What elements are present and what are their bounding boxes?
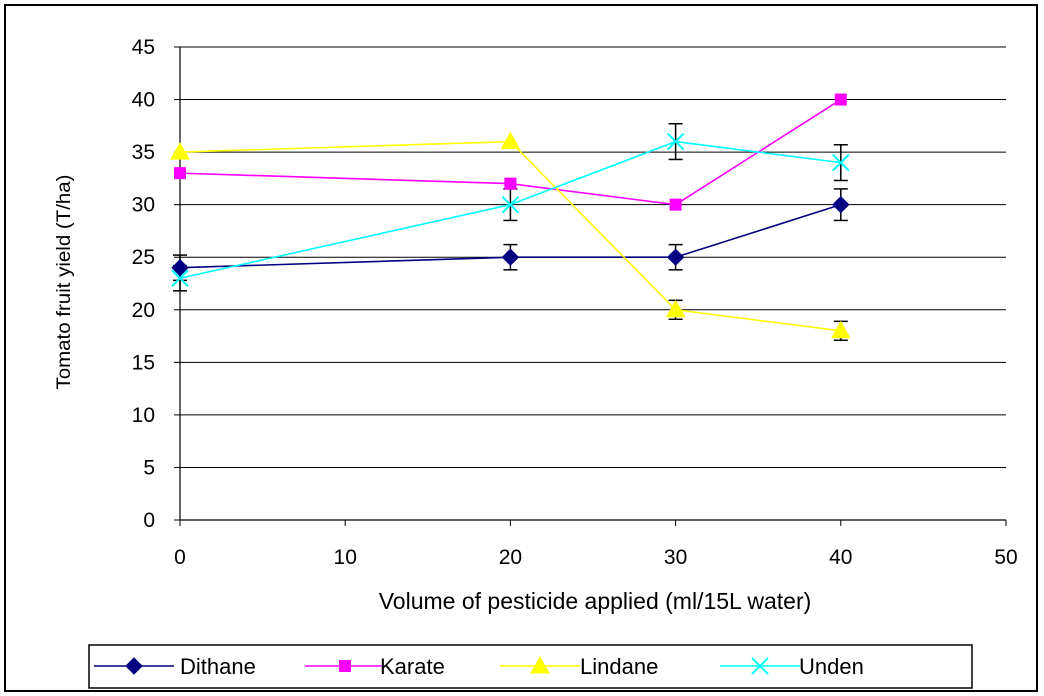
legend-label-lindane: Lindane bbox=[580, 654, 658, 679]
x-marker-stroke bbox=[832, 153, 850, 172]
data-point-karate bbox=[174, 167, 186, 180]
legend-label-dithane: Dithane bbox=[180, 654, 256, 679]
data-point-unden bbox=[171, 269, 189, 287]
gridlines bbox=[180, 46, 1006, 468]
x-tick-label: 0 bbox=[174, 546, 186, 569]
data-point-dithane bbox=[501, 248, 520, 266]
series-line-lindane bbox=[179, 140, 841, 332]
y-tick-label: 45 bbox=[132, 36, 155, 59]
y-tick-label: 5 bbox=[143, 456, 155, 479]
x-marker-stroke bbox=[171, 269, 189, 287]
data-point-karate bbox=[504, 177, 517, 190]
y-tick-label: 35 bbox=[132, 141, 155, 164]
series-lines bbox=[179, 98, 842, 332]
data-point-lindane bbox=[500, 131, 521, 150]
y-tick-label: 15 bbox=[132, 351, 155, 374]
y-tick-label: 0 bbox=[143, 509, 155, 532]
data-point-karate bbox=[669, 198, 682, 211]
legend-marker-lindane bbox=[530, 655, 550, 674]
axes bbox=[174, 46, 1007, 526]
data-point-lindane bbox=[665, 299, 686, 318]
y-tick-labels: 0 5 10 15 20 25 30 35 40 45 bbox=[132, 36, 155, 532]
y-tick-label: 10 bbox=[132, 404, 155, 427]
data-point-lindane bbox=[170, 142, 190, 160]
data-point-dithane bbox=[171, 259, 189, 277]
x-marker-stroke bbox=[501, 195, 520, 214]
data-point-karate bbox=[834, 93, 847, 106]
data-point-dithane bbox=[666, 248, 685, 266]
data-point-unden bbox=[501, 195, 520, 214]
x-tick-label: 10 bbox=[334, 546, 357, 569]
legend-label-karate: Karate bbox=[380, 654, 445, 679]
series-line-dithane bbox=[179, 203, 842, 269]
legend-marker-karate bbox=[339, 660, 351, 672]
x-axis-title: Volume of pesticide applied (ml/15L wate… bbox=[379, 588, 812, 614]
data-point-lindane bbox=[830, 320, 851, 339]
legend: Dithane Karate Lindane Unden bbox=[88, 644, 973, 689]
data-point-unden bbox=[832, 153, 850, 172]
series-markers bbox=[170, 93, 851, 339]
y-tick-label: 40 bbox=[132, 89, 155, 112]
x-tick-label: 20 bbox=[499, 546, 522, 569]
x-tick-labels: 0 10 20 30 40 50 bbox=[174, 546, 1018, 569]
y-tick-label: 25 bbox=[132, 246, 155, 269]
x-marker-stroke bbox=[751, 657, 769, 675]
x-tick-label: 50 bbox=[994, 546, 1017, 569]
chart-frame bbox=[4, 4, 1038, 692]
error-bars bbox=[173, 122, 848, 342]
data-point-unden bbox=[666, 132, 685, 151]
x-tick-label: 30 bbox=[664, 546, 687, 569]
y-axis-title: Tomato fruit yield (T/ha) bbox=[54, 175, 75, 390]
legend-marker-dithane bbox=[125, 657, 143, 675]
legend-marker-unden bbox=[751, 657, 769, 675]
x-tick-label: 40 bbox=[829, 546, 852, 569]
y-tick-label: 30 bbox=[132, 194, 155, 217]
y-tick-label: 20 bbox=[132, 299, 155, 322]
x-marker-stroke bbox=[666, 132, 685, 151]
legend-label-unden: Unden bbox=[799, 654, 864, 679]
series-line-unden bbox=[179, 140, 841, 280]
data-point-dithane bbox=[832, 195, 850, 214]
